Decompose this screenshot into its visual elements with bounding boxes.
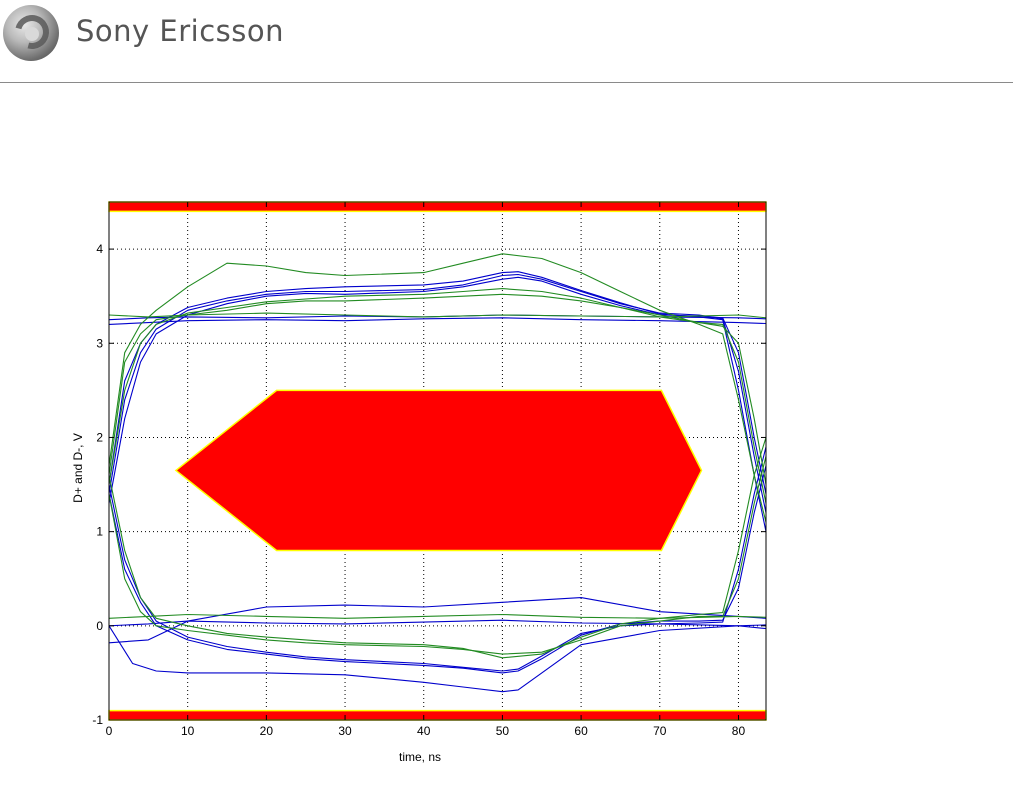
series-line-3 xyxy=(108,276,767,504)
series-line-5 xyxy=(108,317,767,325)
header-divider xyxy=(0,82,1013,83)
x-tick-label: 60 xyxy=(574,724,588,738)
y-tick-label: 0 xyxy=(96,619,103,633)
series-line-15 xyxy=(108,437,767,659)
y-tick-label: 2 xyxy=(96,430,103,444)
y-axis-label: D+ and D-, V xyxy=(71,433,85,503)
chart-panel: 0 10 20 30 40 50 60 70 80 -1 0 1 2 3 4 time, ns D+ and… xyxy=(60,185,846,773)
y-tick-label: -1 xyxy=(92,713,103,727)
mask-region-1 xyxy=(108,201,767,213)
x-tick-label: 20 xyxy=(260,724,274,738)
sony-ericsson-logo-icon xyxy=(3,5,59,61)
x-tick-label: 50 xyxy=(496,724,510,738)
series-line-14 xyxy=(108,456,767,655)
plot-frame xyxy=(108,201,767,721)
series-line-9 xyxy=(108,619,767,627)
series-line-10 xyxy=(108,597,767,644)
mask-region-3 xyxy=(174,389,703,552)
series-line-16 xyxy=(108,613,767,619)
x-tick-label: 80 xyxy=(732,724,746,738)
logo-dot xyxy=(25,27,39,41)
y-tick-label: 4 xyxy=(96,242,103,256)
x-tick-label: 70 xyxy=(653,724,667,738)
mask-region-2 xyxy=(108,709,767,721)
x-tick-label: 10 xyxy=(181,724,195,738)
y-tick-label: 1 xyxy=(96,525,103,539)
series-line-11 xyxy=(108,293,767,504)
y-tick-label: 3 xyxy=(96,336,103,350)
series-line-12 xyxy=(108,253,767,523)
series-line-13 xyxy=(108,288,767,485)
x-tick-label: 0 xyxy=(106,724,113,738)
series-line-8 xyxy=(108,625,767,693)
brand-name: Sony Ericsson xyxy=(76,14,284,48)
series-line-17 xyxy=(108,312,767,319)
x-tick-label: 30 xyxy=(338,724,352,738)
x-axis-label: time, ns xyxy=(399,750,441,764)
x-tick-label: 40 xyxy=(417,724,431,738)
series-line-6 xyxy=(108,465,767,674)
header: Sony Ericsson xyxy=(0,0,1013,84)
